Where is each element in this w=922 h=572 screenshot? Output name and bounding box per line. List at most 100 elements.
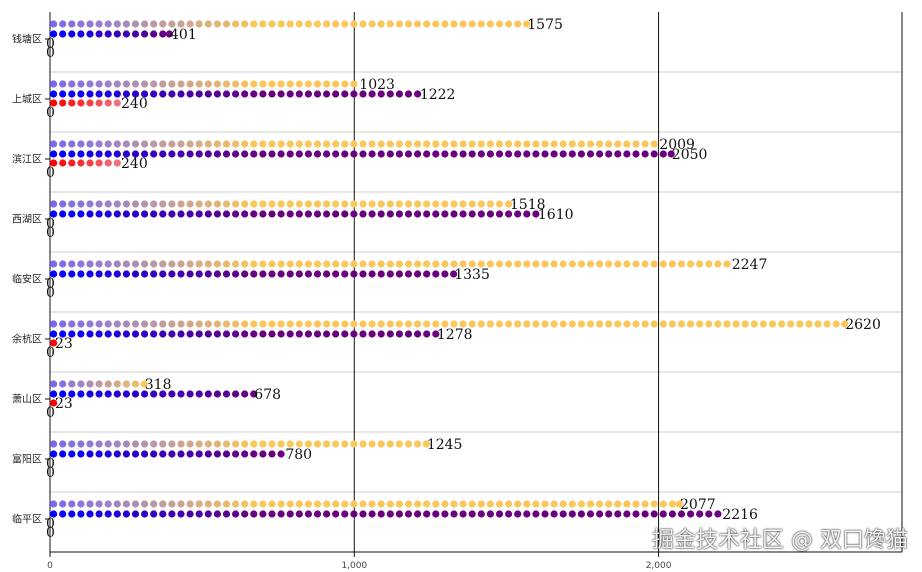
data-dot: [313, 140, 322, 148]
data-dot: [696, 260, 704, 268]
data-dot: [450, 140, 458, 148]
data-dot: [459, 500, 467, 508]
data-dot: [68, 30, 76, 38]
data-dot: [113, 80, 121, 88]
data-dot: [605, 150, 613, 158]
data-dot: [386, 150, 394, 158]
data-dot: [341, 260, 349, 268]
data-dot: [368, 270, 376, 278]
data-dot: [159, 150, 167, 158]
data-dot: [377, 320, 385, 328]
data-dot: [104, 500, 112, 508]
data-dot: [395, 440, 403, 448]
data-dot: [204, 20, 212, 28]
data-dot: [395, 150, 403, 158]
data-dot: [350, 150, 358, 158]
data-dot: [141, 260, 149, 268]
data-dot: [77, 330, 85, 338]
data-dot: [523, 320, 531, 328]
data-dot: [50, 150, 58, 158]
data-dot: [241, 90, 249, 98]
data-dot: [432, 260, 440, 268]
data-dot: [95, 30, 103, 38]
data-dot: [477, 150, 485, 158]
data-dot: [541, 150, 549, 158]
data-dot: [259, 200, 267, 208]
data-dot: [113, 330, 121, 338]
data-dot: [95, 440, 103, 448]
data-dot: [50, 260, 58, 268]
data-dot: [131, 390, 140, 398]
data-dot: [395, 330, 403, 338]
data-dot: [104, 210, 112, 218]
data-dot: [204, 210, 212, 218]
data-dot: [377, 510, 385, 518]
data-dot: [241, 330, 249, 338]
data-dot: [122, 210, 130, 218]
data-dot: [423, 500, 431, 508]
data-dot: [122, 260, 130, 268]
data-dot: [241, 260, 249, 268]
data-dot: [304, 90, 312, 98]
data-dot: [350, 90, 358, 98]
data-dot: [641, 140, 649, 148]
data-dot: [68, 500, 76, 508]
data-dot: [532, 500, 540, 508]
data-dot: [286, 150, 294, 158]
data-dot: [350, 510, 358, 518]
data-dot: [186, 260, 194, 268]
data-dot: [186, 390, 194, 398]
data-dot: [241, 450, 249, 458]
data-dot: [104, 270, 112, 278]
data-dot: [131, 330, 140, 338]
data-dot: [359, 210, 367, 218]
data-dot: [59, 330, 67, 338]
data-dot: [113, 150, 121, 158]
data-dot: [596, 500, 604, 508]
data-dot: [68, 90, 76, 98]
data-dot: [204, 320, 212, 328]
data-dot: [668, 500, 677, 508]
data-dot: [386, 270, 394, 278]
data-dot: [250, 210, 258, 218]
data-dot: [386, 500, 394, 508]
data-dot: [295, 80, 303, 88]
data-dot: [432, 500, 440, 508]
data-dot: [186, 320, 194, 328]
data-dot: [131, 140, 140, 148]
data-dot: [59, 150, 67, 158]
data-dot: [332, 500, 340, 508]
data-dot: [432, 270, 440, 278]
data-dot: [131, 200, 140, 208]
data-dot: [313, 330, 322, 338]
data-dot: [404, 260, 413, 268]
data-dot: [814, 320, 822, 328]
data-dot: [104, 440, 112, 448]
data-dot: [486, 510, 494, 518]
data-dot: [141, 30, 149, 38]
data-dot: [414, 270, 422, 278]
data-label: 2247: [732, 257, 768, 273]
data-dot: [95, 20, 103, 28]
data-label: 240: [121, 156, 148, 172]
data-dot: [477, 320, 485, 328]
data-dot: [377, 20, 385, 28]
data-dot: [441, 510, 449, 518]
data-dot: [377, 500, 385, 508]
data-dot: [232, 270, 240, 278]
data-dot: [159, 30, 167, 38]
data-label: 0: [46, 516, 55, 532]
data-dot: [359, 320, 367, 328]
data-dot: [332, 330, 340, 338]
data-dot: [59, 390, 67, 398]
category-label: 临安区: [12, 273, 42, 286]
data-dot: [423, 330, 431, 338]
data-dot: [68, 380, 76, 388]
data-dot: [404, 150, 413, 158]
data-dot: [495, 500, 504, 508]
data-dot: [332, 320, 340, 328]
data-dot: [186, 510, 194, 518]
data-dot: [140, 380, 148, 388]
data-dot: [195, 150, 203, 158]
data-dot: [77, 159, 85, 167]
